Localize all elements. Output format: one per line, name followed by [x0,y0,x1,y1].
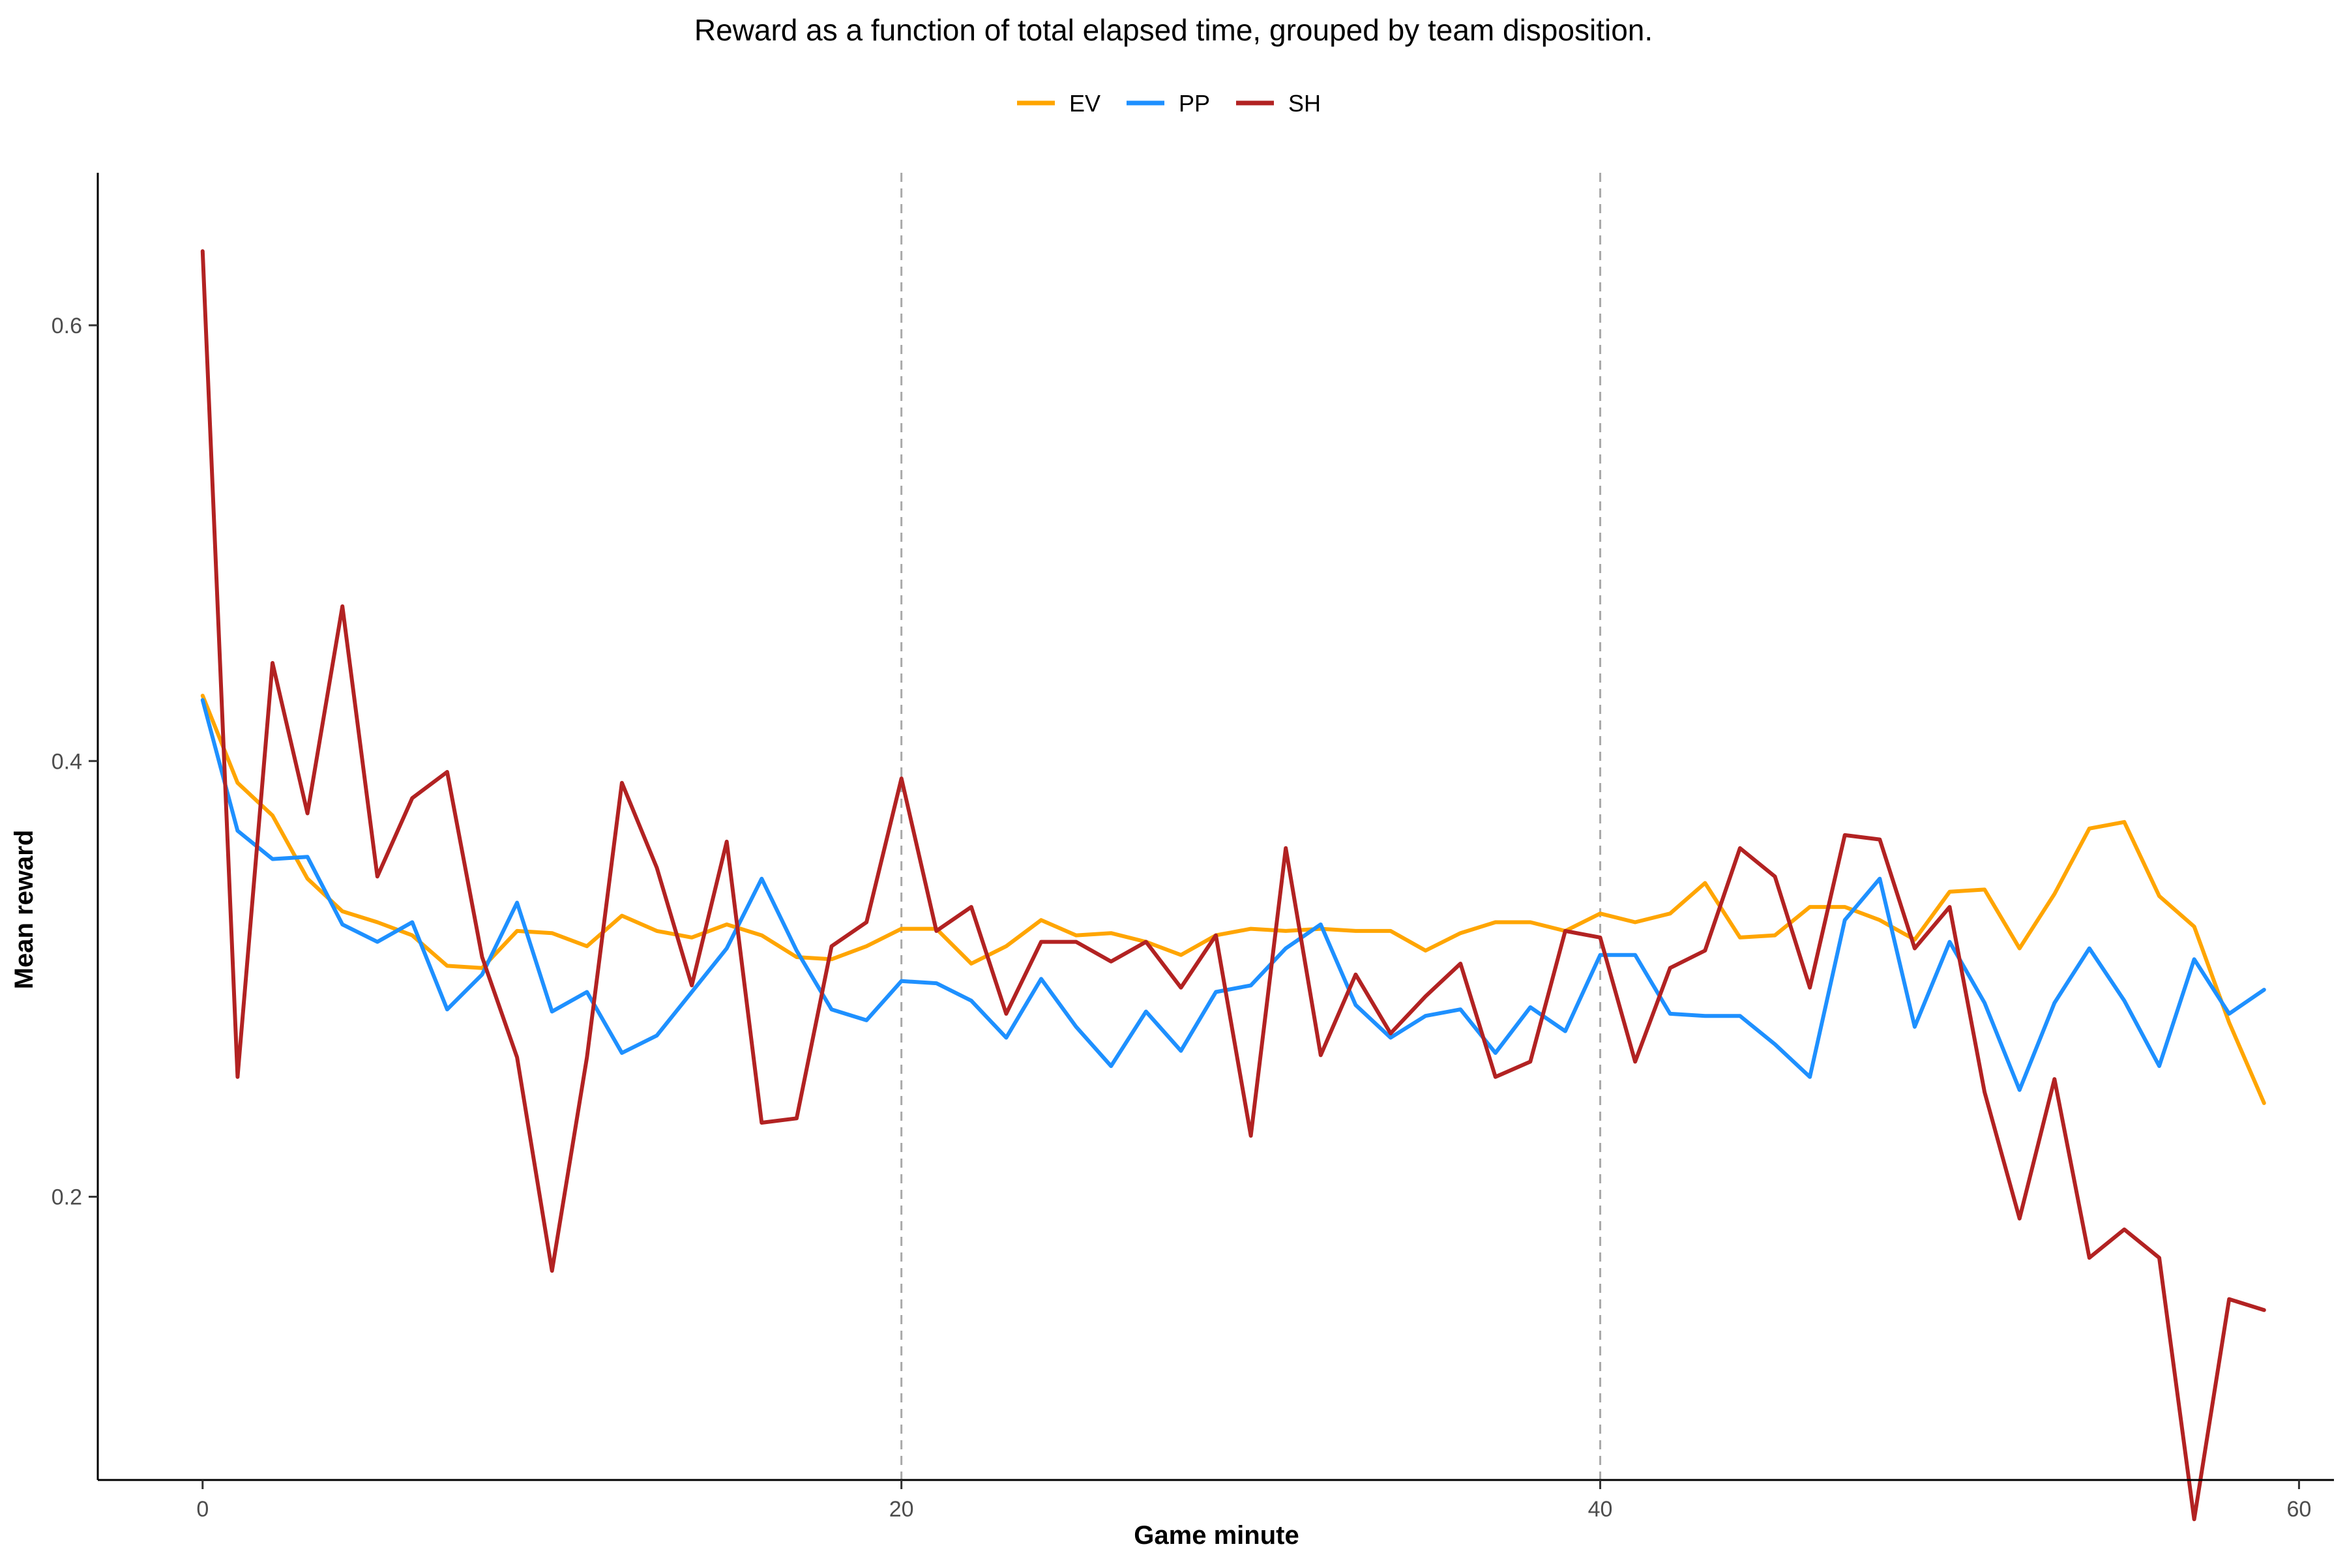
series-line-sh [200,249,2266,1522]
x-tick-label: 40 [1588,1497,1613,1522]
y-tick-label: 0.4 [52,749,82,774]
x-tick-label: 20 [889,1497,914,1522]
y-axis-ticks: 0.2 0.4 0.6 [52,314,98,1210]
x-axis-ticks: 0 20 40 60 [196,1480,2311,1522]
series-lines [200,249,2266,1522]
chart-title: Reward as a function of total elapsed ti… [694,13,1653,47]
reference-lines [900,173,1602,1480]
legend: EV PP SH [1017,90,1321,117]
legend-label-pp: PP [1179,90,1210,117]
y-axis-label: Mean reward [10,830,38,990]
legend-label-sh: SH [1288,90,1321,117]
x-tick-label: 0 [196,1497,209,1522]
x-axis-label: Game minute [1134,1521,1299,1550]
series-line-ev [200,694,2266,1105]
y-tick-label: 0.2 [52,1185,82,1210]
x-tick-label: 60 [2286,1497,2311,1522]
y-tick-label: 0.6 [52,314,82,338]
legend-label-ev: EV [1069,90,1100,117]
axes [96,173,2334,1481]
series-line-pp [200,698,2266,1092]
